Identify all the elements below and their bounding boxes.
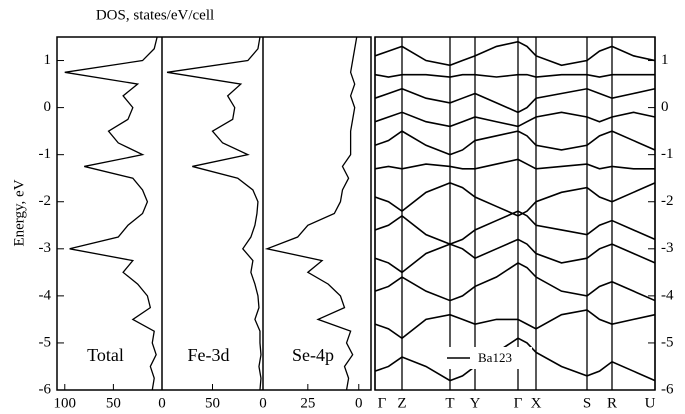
x-tick-label: T xyxy=(445,395,454,411)
x-tick-label: U xyxy=(645,395,656,411)
legend-box xyxy=(440,347,532,369)
panel-label: Se-4p xyxy=(292,345,334,365)
x-tick-label: 50 xyxy=(205,395,220,411)
band-line xyxy=(374,158,655,170)
band-line xyxy=(374,40,656,67)
x-tick-label: 0 xyxy=(259,395,267,411)
x-tick-label: 0 xyxy=(355,395,363,411)
y-tick-label: -2 xyxy=(661,193,674,209)
x-tick-label: 25 xyxy=(300,395,315,411)
panel-label: Total xyxy=(87,345,124,365)
dos-curve xyxy=(264,36,358,391)
y-tick-label: -4 xyxy=(661,287,674,303)
y-tick-label: 0 xyxy=(44,99,52,115)
y-tick-label: -1 xyxy=(39,146,52,162)
y-axis-label: Energy, eV xyxy=(11,179,27,246)
panel-label: Fe-3d xyxy=(188,345,230,365)
chart-title: DOS, states/eV/cell xyxy=(96,7,214,23)
y-tick-label: -5 xyxy=(661,334,674,350)
legend-label: Ba123 xyxy=(478,350,512,365)
band-line xyxy=(374,130,656,156)
y-tick-label: -6 xyxy=(661,381,674,397)
y-tick-label: 0 xyxy=(661,99,669,115)
band-line xyxy=(374,210,656,245)
x-tick-label: Γ xyxy=(514,395,523,411)
y-tick-label: 1 xyxy=(44,52,52,68)
y-tick-label: -1 xyxy=(661,146,674,162)
y-tick-label: -4 xyxy=(39,287,52,303)
dos-frame xyxy=(56,36,372,391)
y-tick-label: -6 xyxy=(39,381,52,397)
x-tick-label: Y xyxy=(470,395,481,411)
y-tick-label: -5 xyxy=(39,334,52,350)
bands-frame xyxy=(374,36,656,391)
y-tick-label: -2 xyxy=(39,193,52,209)
x-tick-label: X xyxy=(531,395,542,411)
x-tick-label: 0 xyxy=(158,395,166,411)
x-tick-label: Z xyxy=(397,395,406,411)
band-line xyxy=(374,337,656,382)
y-tick-label: -3 xyxy=(39,240,52,256)
band-line xyxy=(374,261,656,302)
band-line xyxy=(374,238,656,274)
y-tick-label: -3 xyxy=(661,240,674,256)
band-line xyxy=(374,111,656,128)
band-line xyxy=(374,182,656,217)
x-tick-label: S xyxy=(583,395,591,411)
x-tick-label: R xyxy=(607,395,617,411)
band-line xyxy=(374,73,655,78)
dos-curve xyxy=(166,36,262,391)
band-line xyxy=(374,309,656,340)
x-tick-label: 100 xyxy=(54,395,77,411)
x-tick-label: Γ xyxy=(378,395,387,411)
x-tick-label: 50 xyxy=(106,395,121,411)
y-tick-label: 1 xyxy=(661,52,669,68)
dos-curve xyxy=(64,36,158,391)
band-line xyxy=(374,87,656,114)
